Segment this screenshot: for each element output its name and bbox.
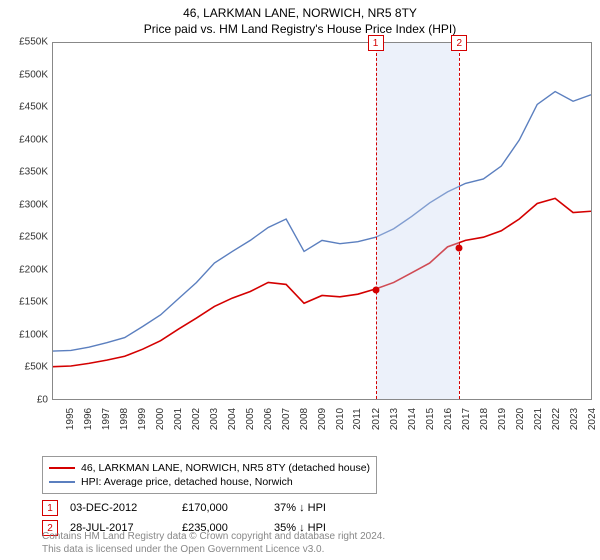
x-axis-tick: 2005 bbox=[245, 408, 256, 430]
sale-dot bbox=[372, 287, 379, 294]
legend-label-hpi: HPI: Average price, detached house, Norw… bbox=[81, 476, 293, 488]
y-axis-tick: £300K bbox=[8, 199, 48, 210]
x-axis-tick: 2023 bbox=[569, 408, 580, 430]
sale-marker-label: 1 bbox=[368, 35, 384, 51]
sale-date-1: 03-DEC-2012 bbox=[70, 502, 170, 514]
x-axis-tick: 2020 bbox=[515, 408, 526, 430]
footnote-line2: This data is licensed under the Open Gov… bbox=[42, 544, 582, 557]
plot-region: 12 bbox=[52, 42, 592, 400]
x-axis-tick: 2001 bbox=[173, 408, 184, 430]
legend-item-hpi: HPI: Average price, detached house, Norw… bbox=[49, 475, 370, 489]
legend: 46, LARKMAN LANE, NORWICH, NR5 8TY (deta… bbox=[42, 456, 377, 494]
y-axis-tick: £450K bbox=[8, 102, 48, 113]
x-axis-tick: 1998 bbox=[119, 408, 130, 430]
x-axis-tick: 2014 bbox=[407, 408, 418, 430]
y-axis-tick: £100K bbox=[8, 329, 48, 340]
x-axis-tick: 2006 bbox=[263, 408, 274, 430]
x-axis-tick: 1995 bbox=[65, 408, 76, 430]
series-hpi bbox=[53, 92, 591, 352]
sale-vertical-line bbox=[376, 43, 377, 399]
sale-row-1: 1 03-DEC-2012 £170,000 37% ↓ HPI bbox=[42, 498, 326, 518]
x-axis-tick: 2000 bbox=[155, 408, 166, 430]
x-axis-tick: 2017 bbox=[461, 408, 472, 430]
x-axis-tick: 2009 bbox=[317, 408, 328, 430]
x-axis-tick: 2012 bbox=[371, 408, 382, 430]
series-property bbox=[53, 198, 591, 366]
x-axis-tick: 2024 bbox=[587, 408, 598, 430]
x-axis-tick: 2019 bbox=[497, 408, 508, 430]
chart-area: 12 £0 £50K £100K £150K £200K £250K £300K £350K £… bbox=[8, 42, 592, 432]
chart-title-line2: Price paid vs. HM Land Registry's House … bbox=[0, 22, 600, 36]
x-axis-tick: 2016 bbox=[443, 408, 454, 430]
y-axis-tick: £400K bbox=[8, 134, 48, 145]
sale-price-1: £170,000 bbox=[182, 502, 262, 514]
x-axis-tick: 2021 bbox=[533, 408, 544, 430]
line-series-svg bbox=[53, 43, 591, 399]
y-axis-tick: £0 bbox=[8, 395, 48, 406]
y-axis-tick: £550K bbox=[8, 37, 48, 48]
x-axis-tick: 2010 bbox=[335, 408, 346, 430]
x-axis-tick: 2022 bbox=[551, 408, 562, 430]
legend-swatch-hpi bbox=[49, 481, 75, 483]
sale-vertical-line bbox=[459, 43, 460, 399]
y-axis-tick: £250K bbox=[8, 232, 48, 243]
shaded-sale-region bbox=[376, 43, 460, 399]
y-axis-tick: £500K bbox=[8, 69, 48, 80]
footnote-line1: Contains HM Land Registry data © Crown c… bbox=[42, 531, 582, 544]
x-axis-tick: 2008 bbox=[299, 408, 310, 430]
sale-delta-1: 37% ↓ HPI bbox=[274, 502, 326, 514]
sale-marker-label: 2 bbox=[451, 35, 467, 51]
y-axis-tick: £350K bbox=[8, 167, 48, 178]
legend-item-property: 46, LARKMAN LANE, NORWICH, NR5 8TY (deta… bbox=[49, 461, 370, 475]
x-axis-tick: 2013 bbox=[389, 408, 400, 430]
legend-swatch-property bbox=[49, 467, 75, 469]
x-axis-tick: 1997 bbox=[101, 408, 112, 430]
x-axis-tick: 2004 bbox=[227, 408, 238, 430]
x-axis-tick: 1996 bbox=[83, 408, 94, 430]
chart-title-line1: 46, LARKMAN LANE, NORWICH, NR5 8TY bbox=[0, 6, 600, 20]
sale-badge-1: 1 bbox=[42, 500, 58, 516]
y-axis-tick: £150K bbox=[8, 297, 48, 308]
sale-dot bbox=[456, 245, 463, 252]
x-axis-tick: 2003 bbox=[209, 408, 220, 430]
y-axis-tick: £200K bbox=[8, 264, 48, 275]
x-axis-tick: 2007 bbox=[281, 408, 292, 430]
legend-label-property: 46, LARKMAN LANE, NORWICH, NR5 8TY (deta… bbox=[81, 462, 370, 474]
x-axis-tick: 2015 bbox=[425, 408, 436, 430]
x-axis-tick: 2011 bbox=[352, 408, 363, 430]
y-axis-tick: £50K bbox=[8, 362, 48, 373]
x-axis-tick: 2018 bbox=[479, 408, 490, 430]
x-axis-tick: 2002 bbox=[191, 408, 202, 430]
x-axis-tick: 1999 bbox=[137, 408, 148, 430]
footnote: Contains HM Land Registry data © Crown c… bbox=[42, 531, 582, 556]
